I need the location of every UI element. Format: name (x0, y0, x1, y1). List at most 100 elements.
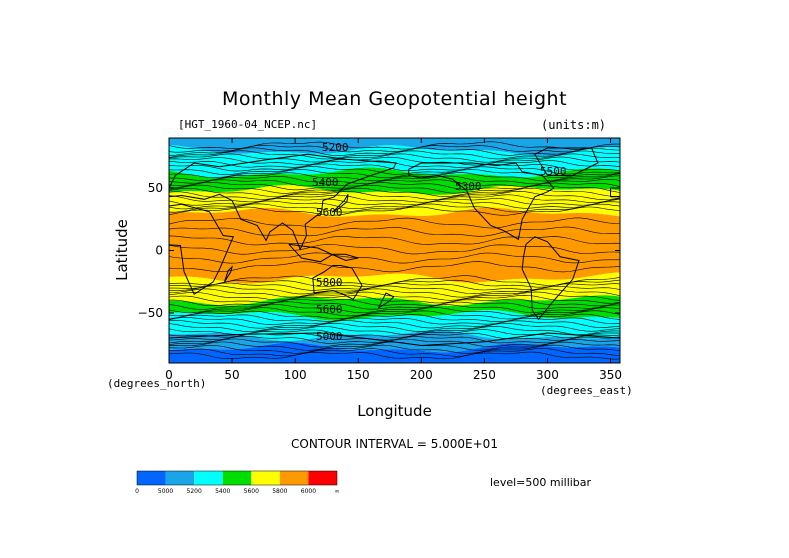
color-bands (169, 138, 620, 363)
contour-line (169, 348, 620, 357)
colorbar-swatch (194, 471, 223, 485)
contour-line (169, 285, 620, 295)
contour-line (169, 187, 620, 197)
contour-line (169, 150, 620, 160)
colorbar-swatch (137, 471, 166, 485)
coastline-6 (288, 243, 359, 263)
contour-line (169, 310, 620, 320)
colorbar: 0 5000 5200 5400 5600 5800 6000 ∞ (135, 470, 340, 495)
contour-line (169, 319, 620, 329)
x-tick-label: 350 (599, 368, 622, 382)
contour-line (169, 322, 620, 332)
contour-line (169, 169, 620, 179)
coastline-5 (312, 265, 363, 300)
colorbar-label: 6000 (301, 488, 316, 495)
contour-line (169, 181, 620, 191)
contour-lines (169, 141, 620, 360)
units-label: (units:m) (541, 118, 607, 132)
color-band-8 (169, 330, 620, 353)
contour-line (169, 288, 620, 298)
y-tick-label: 0 (155, 244, 163, 258)
contour-label: 5600 (316, 206, 343, 219)
contour-line (169, 203, 620, 213)
contour-line (169, 338, 620, 348)
contour-line (169, 194, 620, 203)
contour-line (169, 294, 620, 304)
contour-line (169, 252, 620, 264)
chart-title: Monthly Mean Geopotential height (221, 88, 568, 110)
contour-line (169, 298, 620, 307)
color-band-3 (169, 184, 620, 217)
x-axis-label: Longitude (357, 402, 432, 420)
contour-label: 5300 (455, 180, 482, 193)
coastline-0 (169, 203, 235, 296)
coastline-1 (169, 153, 397, 251)
colorbar-swatch (251, 471, 280, 485)
contour-line (169, 163, 620, 172)
colorbar-label: 5800 (272, 488, 287, 495)
contour-label: 5500 (540, 165, 567, 178)
contour-line (169, 206, 620, 216)
x-tick-label: 200 (410, 368, 433, 382)
x-tick-label: 150 (347, 368, 370, 382)
contour-line (169, 344, 620, 354)
y-tick-label: 50 (148, 181, 163, 195)
contour-line (169, 172, 620, 182)
contour-line (169, 156, 620, 166)
contour-line (169, 291, 620, 301)
contour-line (169, 198, 620, 206)
contour-label: 5800 (316, 276, 343, 289)
coastline-2 (408, 162, 555, 241)
level-text: level=500 millibar (490, 476, 592, 489)
x-tick-label: 0 (165, 368, 173, 382)
coastline-10 (377, 292, 395, 309)
contour-label: 5600 (316, 303, 343, 316)
contour-line (169, 244, 620, 255)
contour-line (169, 217, 620, 229)
contour-line (169, 226, 620, 237)
coastline-3 (521, 236, 580, 321)
colorbar-label: 0 (135, 488, 139, 495)
colorbar-frame (136, 470, 338, 486)
color-band-0 (169, 138, 620, 156)
contour-interval-text: CONTOUR INTERVAL = 5.000E+01 (291, 437, 498, 451)
x-axis-units: (degrees_east) (540, 384, 633, 397)
x-tick-label: 250 (473, 368, 496, 382)
x-tick-label: 300 (536, 368, 559, 382)
contour-line (169, 307, 620, 317)
contour-line (169, 301, 620, 310)
contour-line (169, 313, 620, 322)
contour-label: 5400 (312, 176, 339, 189)
colorbar-swatch (165, 471, 195, 485)
colorbar-label: 5600 (244, 488, 259, 495)
coastline-4 (534, 147, 599, 176)
colorbar-label: 5000 (158, 488, 173, 495)
y-axis-units: (degrees_north) (107, 377, 207, 390)
contour-line (169, 235, 620, 246)
coastline-11 (169, 332, 620, 347)
coastline-9 (224, 265, 234, 283)
contour-line (169, 153, 620, 163)
colorbar-swatch (222, 471, 252, 485)
source-file-label: [HGT_1960-04_NCEP.nc] (178, 118, 318, 131)
contour-line (169, 317, 620, 325)
contour-line (169, 178, 620, 187)
colorbar-label: ∞ (335, 488, 340, 495)
colorbar-swatch (279, 471, 309, 485)
contour-line (169, 351, 620, 360)
coastlines (169, 147, 620, 347)
contour-label: 5200 (322, 141, 349, 154)
x-tick-label: 100 (284, 368, 307, 382)
x-tick-label: 50 (224, 368, 239, 382)
contour-labels: 5200 5400 5300 5500 5600 5800 5600 5000 (312, 141, 567, 343)
contour-line (169, 261, 620, 273)
contour-label: 5000 (316, 330, 343, 343)
contour-line (169, 144, 620, 153)
colorbar-label: 5200 (187, 488, 202, 495)
coastline-7 (332, 194, 349, 213)
colorbar-swatch (308, 471, 337, 485)
contour-line (169, 184, 620, 194)
coastline-8 (610, 187, 620, 198)
contour-line (169, 200, 620, 210)
